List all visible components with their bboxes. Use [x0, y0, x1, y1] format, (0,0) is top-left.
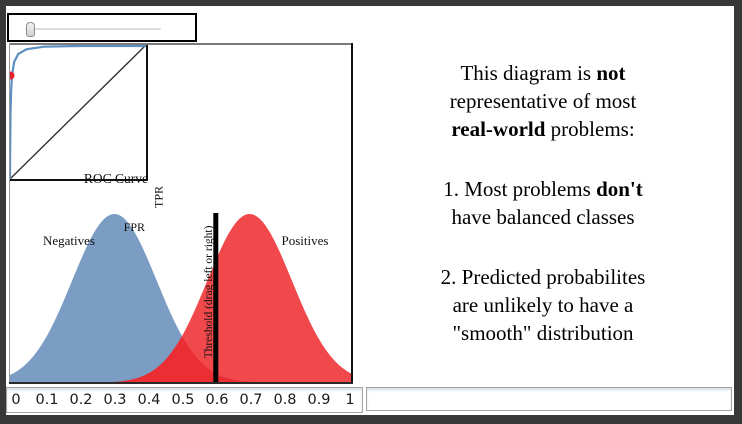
intro-paragraph: This diagram is not representative of mos…	[449, 61, 637, 141]
fpr-axis-label: FPR	[123, 220, 145, 234]
roc-curve	[9, 44, 148, 182]
positives-distribution	[9, 214, 353, 383]
threshold-slider[interactable]	[7, 13, 197, 42]
x-tick: 0.1	[35, 392, 59, 408]
threshold-label: Threshold (drag left or right)	[203, 225, 215, 359]
x-tick: 0.7	[239, 392, 263, 408]
x-tick: 0.9	[307, 392, 331, 408]
positives-label: Positives	[281, 233, 329, 248]
x-tick: 0.4	[137, 392, 161, 408]
plot-canvas	[9, 43, 353, 384]
distribution-plot: Negatives Positives Threshold (drag left…	[9, 43, 353, 384]
point-1-paragraph: 1. Most problems don't have balanced clas…	[443, 177, 643, 229]
explanation-panel: This diagram is not representative of mos…	[362, 59, 724, 379]
operating-point-dot	[9, 71, 15, 80]
x-axis-strip: 0 0.1 0.2 0.3 0.4 0.5 0.6 0.7 0.8 0.9 1	[6, 387, 363, 413]
threshold-bar[interactable]	[213, 213, 219, 383]
x-tick: 0.5	[171, 392, 195, 408]
app-canvas: Negatives Positives Threshold (drag left…	[6, 6, 734, 415]
tpr-axis-label: TPR	[151, 185, 166, 209]
x-tick: 1	[345, 392, 355, 408]
negatives-label: Negatives	[43, 233, 95, 248]
x-tick: 0.2	[69, 392, 93, 408]
empty-strip	[366, 387, 732, 411]
x-tick: 0.6	[205, 392, 229, 408]
x-tick: 0.3	[103, 392, 127, 408]
slider-track	[25, 28, 161, 30]
roc-diagonal-reference	[9, 43, 148, 180]
negatives-distribution	[9, 214, 353, 383]
x-tick: 0.8	[273, 392, 297, 408]
roc-title: ROC Curve	[83, 171, 148, 186]
slider-thumb-icon[interactable]	[26, 22, 35, 37]
x-tick: 0	[11, 392, 21, 408]
point-2-paragraph: 2. Predicted probabilites are unlikely to…	[440, 265, 646, 345]
